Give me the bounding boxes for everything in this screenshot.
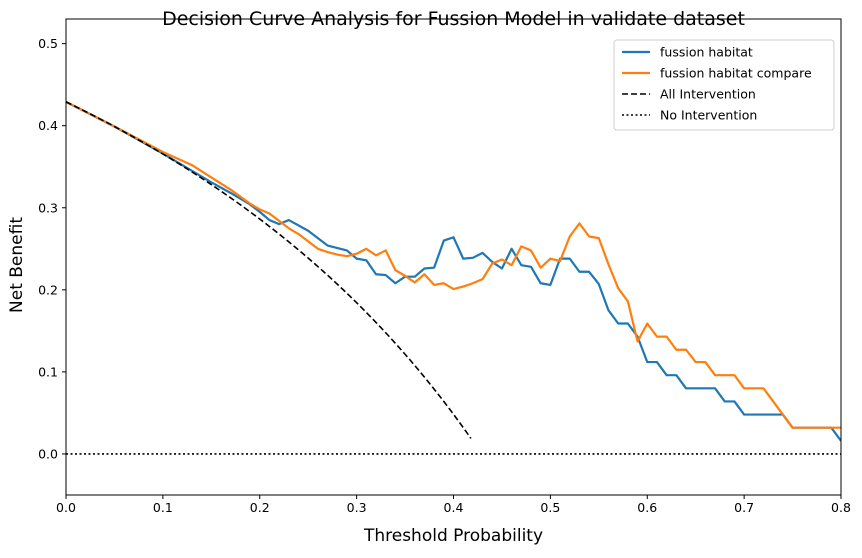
y-tick-label: 0.5	[38, 36, 58, 51]
y-tick-label: 0.0	[38, 446, 58, 461]
legend-label-2: All Intervention	[660, 87, 756, 102]
plot-frame	[65, 18, 842, 496]
x-tick-label: 0.2	[250, 500, 270, 515]
series-line-0	[66, 100, 841, 442]
x-tick-label: 0.1	[153, 500, 173, 515]
y-tick-label: 0.2	[38, 282, 58, 297]
x-tick-label: 0.4	[444, 500, 464, 515]
legend-label-3: No Intervention	[660, 108, 757, 123]
axis-ticks: 0.0 0.1 0.2 0.3 0.4 0.5 0.6 0.7 0.8 0.0 0.1 0.2 0.3 0…	[38, 36, 851, 515]
y-tick-label: 0.4	[38, 118, 58, 133]
legend-label-1: fussion habitat compare	[660, 66, 812, 81]
legend-label-0: fussion habitat	[660, 45, 753, 60]
x-tick-label: 0.8	[831, 500, 851, 515]
x-tick-label: 0.0	[56, 500, 76, 515]
y-tick-label: 0.3	[38, 200, 58, 215]
legend: fussion habitat fussion habitat compare Al…	[613, 39, 835, 131]
y-tick-label: 0.1	[38, 364, 58, 379]
series-line-2	[66, 101, 472, 439]
series-line-1	[66, 100, 841, 429]
x-tick-label: 0.5	[540, 500, 560, 515]
y-axis-label: Net Benefit	[7, 217, 27, 313]
plot-area	[66, 100, 841, 455]
x-axis-label: Threshold Probability	[363, 526, 543, 546]
x-tick-label: 0.6	[637, 500, 657, 515]
x-tick-label: 0.3	[347, 500, 367, 515]
x-tick-label: 0.7	[734, 500, 754, 515]
legend-box	[613, 39, 835, 131]
